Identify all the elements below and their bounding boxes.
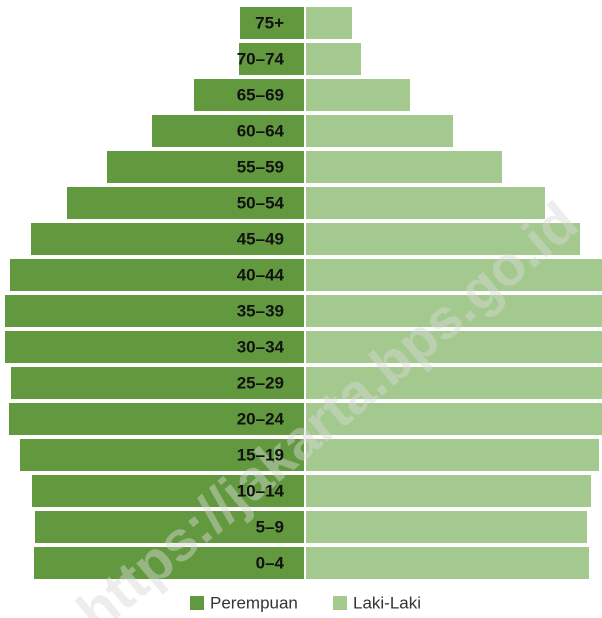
bar [107, 151, 304, 183]
bar [306, 187, 545, 219]
bar [306, 511, 587, 543]
age-label: 50–54 [237, 193, 285, 212]
age-label: 60–64 [237, 121, 285, 140]
legend-swatch [190, 596, 204, 610]
bar [34, 547, 304, 579]
bar [239, 43, 304, 75]
bar [67, 187, 304, 219]
age-label: 40–44 [237, 265, 285, 284]
bar [306, 295, 602, 327]
bar [306, 475, 591, 507]
age-label: 15–19 [237, 445, 284, 464]
bar [306, 403, 602, 435]
age-label: 45–49 [237, 229, 284, 248]
bar [5, 295, 304, 327]
bar [31, 223, 304, 255]
bar [35, 511, 304, 543]
age-label: 10–14 [237, 481, 285, 500]
bar [306, 79, 410, 111]
bar [306, 547, 589, 579]
age-label: 25–29 [237, 373, 284, 392]
bar [9, 403, 304, 435]
age-label: 35–39 [237, 301, 284, 320]
bar [152, 115, 304, 147]
age-label: 65–69 [237, 85, 284, 104]
age-label: 75+ [255, 13, 284, 32]
bar [306, 43, 361, 75]
bar [5, 331, 304, 363]
age-label: 5–9 [256, 517, 284, 536]
age-label: 55–59 [237, 157, 284, 176]
bar [306, 259, 602, 291]
bar [20, 439, 304, 471]
bar [306, 367, 602, 399]
age-label: 20–24 [237, 409, 285, 428]
legend-swatch [333, 596, 347, 610]
bar [11, 367, 304, 399]
legend-label: Laki-Laki [353, 593, 421, 612]
bar [306, 7, 352, 39]
bar [306, 331, 602, 363]
legend-label: Perempuan [210, 593, 298, 612]
bar [306, 151, 502, 183]
bar [194, 79, 304, 111]
bar [306, 439, 599, 471]
bar [32, 475, 304, 507]
bar [306, 223, 580, 255]
age-label: 30–34 [237, 337, 285, 356]
bar [240, 7, 304, 39]
bar [306, 115, 453, 147]
age-label: 0–4 [256, 553, 285, 572]
age-label: 70–74 [237, 49, 285, 68]
bar [10, 259, 304, 291]
